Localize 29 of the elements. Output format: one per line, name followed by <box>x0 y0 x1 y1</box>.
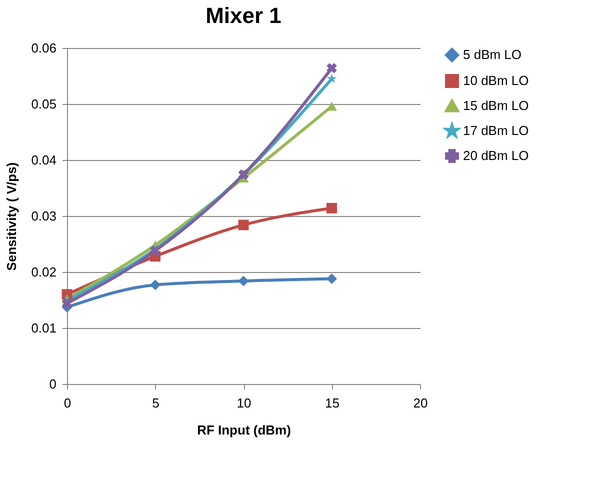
point <box>326 62 337 74</box>
point <box>62 298 72 309</box>
x-tick-label: 10 <box>236 396 252 410</box>
y-tick-label: 0.03 <box>31 208 56 224</box>
point <box>150 246 160 256</box>
y-tick-label: 0.04 <box>31 152 56 168</box>
point <box>150 280 160 290</box>
legend-label: 20 dBm LO <box>463 148 529 163</box>
chart-title: Mixer 1 <box>206 3 282 28</box>
x-tick-label: 0 <box>64 396 72 410</box>
x-tick-label: 15 <box>325 396 340 410</box>
y-tick-label: 0 <box>49 376 56 392</box>
point <box>326 273 337 284</box>
point <box>326 74 337 84</box>
point <box>238 220 249 230</box>
point <box>326 202 337 214</box>
legend-label: 15 dBm LO <box>463 98 529 113</box>
legend-label: 5 dBm LO <box>463 47 522 62</box>
y-tick-label: 0.06 <box>31 40 56 56</box>
x-tick-label: 20 <box>413 396 428 410</box>
x-tick-label: 5 <box>152 396 160 410</box>
x-axis-title: RF Input (dBm) <box>197 422 291 438</box>
legend-label: 10 dBm LO <box>463 73 529 88</box>
legend-label: 17 dBm LO <box>463 123 529 138</box>
y-tick-label: 0.02 <box>31 264 56 280</box>
y-tick-label: 0.05 <box>31 96 56 112</box>
point <box>238 276 249 286</box>
y-axis-title: Sensitivity ( V/ps) <box>4 162 20 271</box>
y-tick-label: 0.01 <box>31 320 56 336</box>
